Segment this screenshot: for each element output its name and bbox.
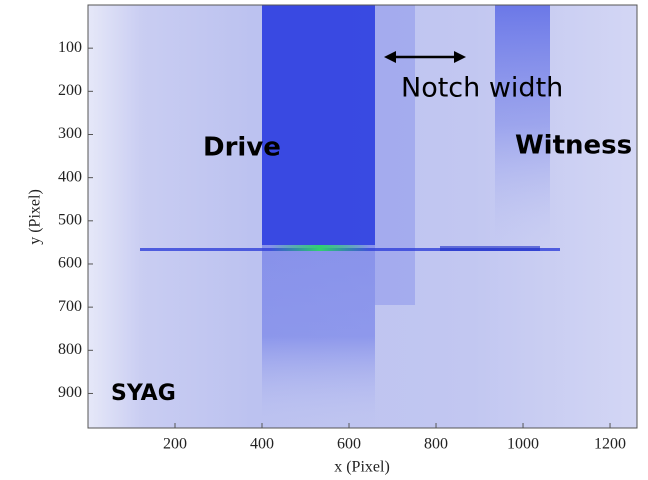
- y-tick-label: 400: [58, 168, 82, 185]
- x-tick-label: 200: [163, 436, 187, 453]
- annotation: Notch width: [401, 73, 563, 104]
- y-tick-label: 700: [58, 298, 82, 315]
- x-axis-label: x (Pixel): [334, 459, 390, 476]
- y-tick-label: 800: [58, 341, 82, 358]
- x-tick-label: 1200: [594, 436, 626, 453]
- image: [88, 5, 637, 428]
- y-tick-label: 500: [58, 211, 82, 228]
- annotation: Witness: [515, 131, 632, 161]
- y-tick-label: 300: [58, 125, 82, 142]
- x-tick-label: 400: [250, 436, 274, 453]
- chart: Notch width Drive Witness SYAG x (Pixel)…: [0, 0, 648, 480]
- y-tick-label: 600: [58, 255, 82, 272]
- x-tick-label: 800: [424, 436, 448, 453]
- y-tick-label: 200: [58, 82, 82, 99]
- annotation: SYAG: [111, 381, 176, 406]
- annotation: Drive: [203, 133, 281, 163]
- y-axis-label: y (Pixel): [27, 189, 44, 245]
- x-tick-label: 1000: [507, 436, 539, 453]
- y-tick-label: 900: [58, 384, 82, 401]
- y-tick-label: 100: [58, 39, 82, 56]
- x-tick-label: 600: [337, 436, 361, 453]
